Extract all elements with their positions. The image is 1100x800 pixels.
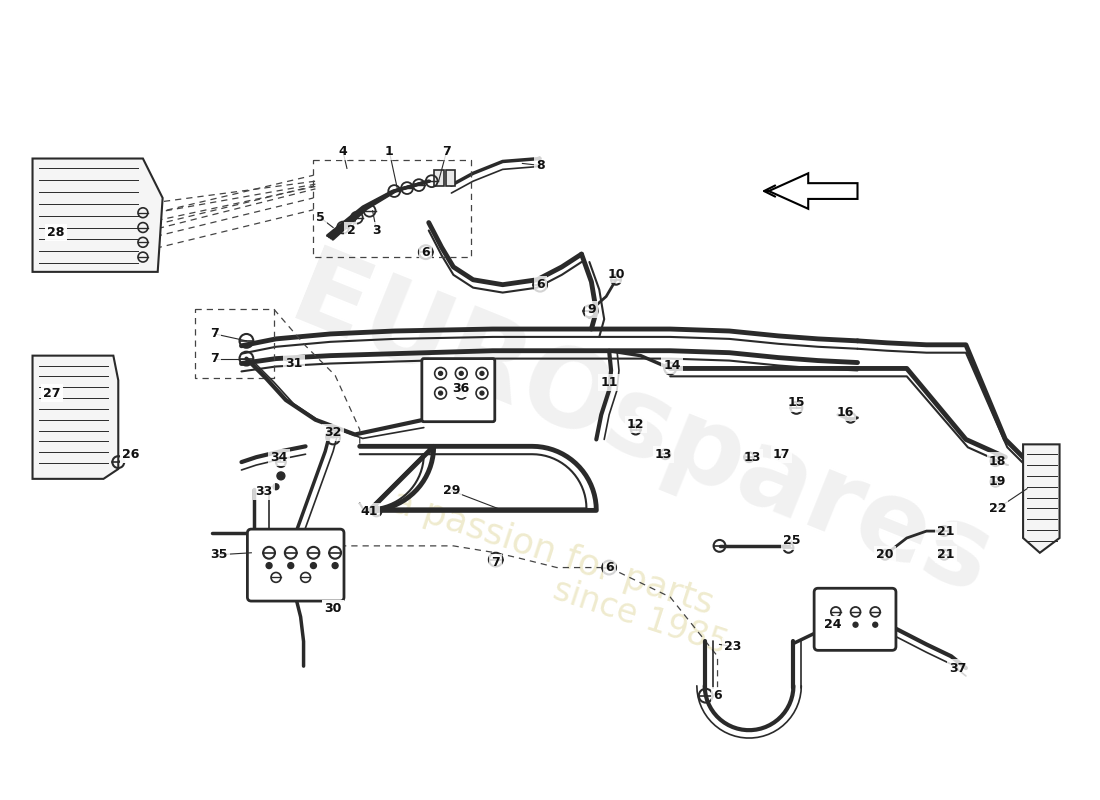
Circle shape xyxy=(834,622,838,627)
Text: 29: 29 xyxy=(442,484,460,497)
Text: 6: 6 xyxy=(605,561,614,574)
Text: 36: 36 xyxy=(453,382,470,394)
Text: 28: 28 xyxy=(47,226,65,239)
Text: 26: 26 xyxy=(122,448,140,461)
Text: 6: 6 xyxy=(536,278,544,291)
Text: 4: 4 xyxy=(339,145,348,158)
Text: 8: 8 xyxy=(536,159,544,172)
Text: 33: 33 xyxy=(255,485,273,498)
Circle shape xyxy=(332,562,338,569)
Text: 26: 26 xyxy=(122,448,140,461)
Circle shape xyxy=(872,622,878,627)
Polygon shape xyxy=(33,158,163,272)
Text: 37: 37 xyxy=(949,662,967,674)
Text: 36: 36 xyxy=(453,382,470,394)
Text: 41: 41 xyxy=(361,505,378,518)
Text: 30: 30 xyxy=(324,602,342,615)
Text: 23: 23 xyxy=(724,640,741,653)
Circle shape xyxy=(460,371,463,375)
Circle shape xyxy=(288,562,294,569)
Text: 25: 25 xyxy=(783,534,800,547)
Circle shape xyxy=(439,371,442,375)
Circle shape xyxy=(310,562,317,569)
Text: 6: 6 xyxy=(421,246,430,258)
Text: 10: 10 xyxy=(607,268,625,282)
Text: 21: 21 xyxy=(937,525,955,538)
Text: 20: 20 xyxy=(877,548,894,562)
Text: 7: 7 xyxy=(442,145,451,158)
Text: 18: 18 xyxy=(989,454,1006,468)
Text: 13: 13 xyxy=(744,450,761,464)
Circle shape xyxy=(439,391,442,395)
Text: 15: 15 xyxy=(788,397,805,410)
Text: 32: 32 xyxy=(324,426,342,439)
Text: a passion for parts: a passion for parts xyxy=(386,485,717,621)
FancyBboxPatch shape xyxy=(248,529,344,601)
Text: 5: 5 xyxy=(316,211,324,224)
Text: 2: 2 xyxy=(346,224,355,237)
Bar xyxy=(433,170,443,186)
Text: 31: 31 xyxy=(285,357,303,370)
Text: since 1985: since 1985 xyxy=(549,573,733,661)
Circle shape xyxy=(854,622,858,627)
Text: 24: 24 xyxy=(824,618,842,631)
Circle shape xyxy=(460,391,463,395)
Text: 27: 27 xyxy=(44,386,60,400)
Text: 34: 34 xyxy=(271,450,287,464)
FancyBboxPatch shape xyxy=(814,588,895,650)
Text: 24: 24 xyxy=(824,618,842,631)
Text: 28: 28 xyxy=(47,226,65,239)
Text: 7: 7 xyxy=(492,556,500,569)
Text: 9: 9 xyxy=(587,303,596,316)
Text: 19: 19 xyxy=(989,475,1006,488)
Circle shape xyxy=(480,371,484,375)
Circle shape xyxy=(277,472,285,480)
Text: 13: 13 xyxy=(654,448,672,461)
Text: 7: 7 xyxy=(210,352,219,365)
Text: 21: 21 xyxy=(937,548,955,562)
Text: 17: 17 xyxy=(773,448,791,461)
FancyBboxPatch shape xyxy=(421,358,495,422)
Text: 14: 14 xyxy=(663,359,681,372)
Circle shape xyxy=(266,562,272,569)
Circle shape xyxy=(480,391,484,395)
Circle shape xyxy=(273,484,279,490)
Text: 7: 7 xyxy=(210,327,219,341)
Bar xyxy=(446,170,455,186)
Text: 27: 27 xyxy=(44,386,60,400)
Text: 11: 11 xyxy=(601,376,618,389)
Text: 1: 1 xyxy=(385,145,394,158)
Polygon shape xyxy=(769,174,858,209)
Text: 3: 3 xyxy=(372,224,381,237)
Text: 6: 6 xyxy=(713,689,722,702)
Text: 22: 22 xyxy=(989,502,1006,515)
Text: 35: 35 xyxy=(210,548,228,562)
Text: 12: 12 xyxy=(627,418,645,431)
Text: EUROspares: EUROspares xyxy=(276,241,1005,618)
Polygon shape xyxy=(33,356,119,479)
Polygon shape xyxy=(1023,444,1059,553)
Text: 16: 16 xyxy=(837,406,855,419)
Text: 30: 30 xyxy=(324,602,342,615)
